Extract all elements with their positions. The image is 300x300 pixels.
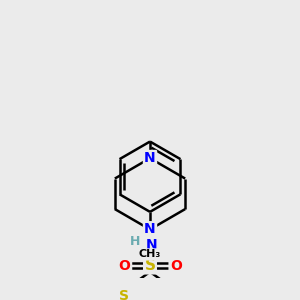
- Text: N: N: [144, 222, 156, 236]
- Text: H: H: [130, 235, 140, 248]
- Text: O: O: [170, 259, 182, 272]
- Text: S: S: [119, 289, 129, 300]
- Text: N: N: [144, 151, 156, 165]
- Text: N: N: [146, 238, 158, 252]
- Text: S: S: [145, 258, 155, 273]
- Text: CH₃: CH₃: [139, 249, 161, 260]
- Text: O: O: [118, 259, 130, 272]
